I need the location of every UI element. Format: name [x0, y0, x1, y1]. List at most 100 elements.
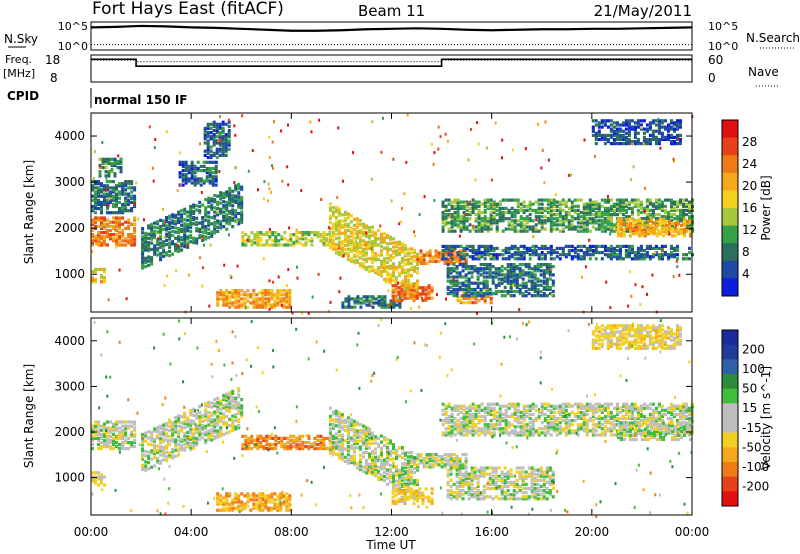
heatmap-cell — [543, 208, 547, 212]
heatmap-cell — [540, 215, 544, 219]
heatmap-cell — [606, 213, 610, 217]
heatmap-cell — [355, 239, 358, 243]
heatmap-cell — [215, 149, 219, 153]
heatmap-cell — [582, 229, 586, 233]
heatmap-cell — [446, 275, 450, 279]
heatmap-cell — [670, 119, 673, 123]
heatmap-cell — [265, 233, 269, 237]
heatmap-cell — [509, 263, 513, 267]
heatmap-cell — [379, 224, 382, 228]
heatmap-cell — [662, 225, 665, 230]
heatmap-cell — [118, 182, 121, 186]
heatmap-cell — [334, 249, 338, 253]
heatmap-cell — [615, 127, 619, 131]
heatmap-cell — [536, 269, 540, 273]
heatmap-cell — [531, 244, 535, 248]
heatmap-cell — [225, 398, 229, 402]
heatmap-cell — [190, 166, 194, 171]
heatmap-cell — [392, 251, 395, 255]
heatmap-cell — [500, 277, 504, 281]
heatmap-cell — [497, 283, 501, 287]
heatmap-cell — [195, 204, 199, 208]
heatmap-cell — [216, 297, 220, 301]
heatmap-cell — [386, 279, 389, 283]
heatmap-cell — [564, 202, 568, 206]
heatmap-cell — [455, 283, 459, 287]
heatmap-cell — [621, 123, 625, 127]
heatmap-cell — [633, 127, 637, 131]
heatmap-cell — [634, 228, 638, 232]
heatmap-cell — [548, 277, 552, 281]
heatmap-cell — [452, 275, 456, 279]
heatmap-cell — [462, 225, 466, 229]
heatmap-cell — [206, 143, 210, 147]
heatmap-cell — [147, 224, 151, 228]
heatmap-cell — [119, 168, 123, 172]
heatmap-cell — [112, 180, 115, 184]
heatmap-cell — [206, 131, 210, 135]
heatmap-cell — [585, 227, 589, 231]
heatmap-cell — [171, 225, 175, 229]
heatmap-cell — [633, 125, 637, 129]
heatmap-cell — [340, 250, 344, 254]
heatmap-cell — [447, 215, 451, 219]
heatmap-cell — [585, 253, 589, 257]
heatmap-cell — [573, 255, 577, 259]
heatmap-cell — [301, 434, 305, 438]
heatmap-cell — [670, 125, 673, 129]
heatmap-cell — [664, 119, 667, 123]
heatmap-cell — [588, 246, 592, 250]
heatmap-cell — [564, 244, 568, 248]
heatmap-cell — [477, 229, 481, 233]
heatmap-cell — [222, 432, 226, 437]
heatmap-cell — [597, 210, 601, 215]
heatmap-cell — [228, 405, 232, 409]
heatmap-cell — [536, 283, 540, 287]
heatmap-cell — [522, 208, 526, 212]
heatmap-cell — [100, 424, 103, 428]
heatmap-cell — [679, 208, 682, 212]
heatmap-cell — [183, 226, 187, 230]
heatmap-cell — [234, 406, 238, 411]
heatmap-cell — [627, 202, 631, 206]
heatmap-cell — [177, 418, 181, 422]
heatmap-cell — [588, 206, 592, 210]
heatmap-cell — [310, 237, 314, 241]
heatmap-cell — [645, 253, 649, 257]
heatmap-cell — [399, 220, 402, 224]
heatmap-cell — [183, 207, 187, 211]
heatmap-cell — [495, 219, 499, 223]
heatmap-cell — [252, 299, 256, 303]
heatmap-cell — [343, 252, 347, 256]
heatmap-cell — [349, 220, 353, 224]
heatmap-cell — [97, 237, 100, 241]
heatmap-cell — [228, 201, 232, 205]
heatmap-cell — [189, 427, 193, 431]
heatmap-cell — [355, 229, 359, 233]
heatmap-cell — [612, 251, 616, 255]
heatmap-cell — [648, 123, 652, 127]
heatmap-cell — [648, 208, 652, 212]
heatmap-cell — [531, 227, 535, 231]
heatmap-cell — [579, 255, 583, 259]
heatmap-cell — [180, 421, 184, 425]
heatmap-cell — [470, 267, 474, 271]
heatmap-cell — [401, 260, 404, 264]
heatmap-cell — [377, 301, 381, 305]
heatmap-cell — [198, 419, 202, 423]
heatmap-cell — [340, 213, 344, 217]
heatmap-cell — [144, 233, 148, 238]
heatmap-cell — [628, 223, 632, 227]
heatmap-cell — [427, 284, 431, 288]
heatmap-cell — [219, 291, 223, 295]
heatmap-cell — [594, 202, 598, 206]
heatmap-cell — [112, 440, 115, 445]
heatmap-cell — [660, 135, 664, 139]
heatmap-cell — [491, 265, 495, 269]
heatmap-cell — [101, 159, 105, 163]
power-y-axis-title: Slant Range [km] — [22, 160, 36, 264]
heatmap-cell — [561, 223, 565, 227]
heatmap-cell — [609, 251, 613, 255]
heatmap-cell — [271, 140, 274, 144]
heatmap-cell — [548, 273, 552, 277]
